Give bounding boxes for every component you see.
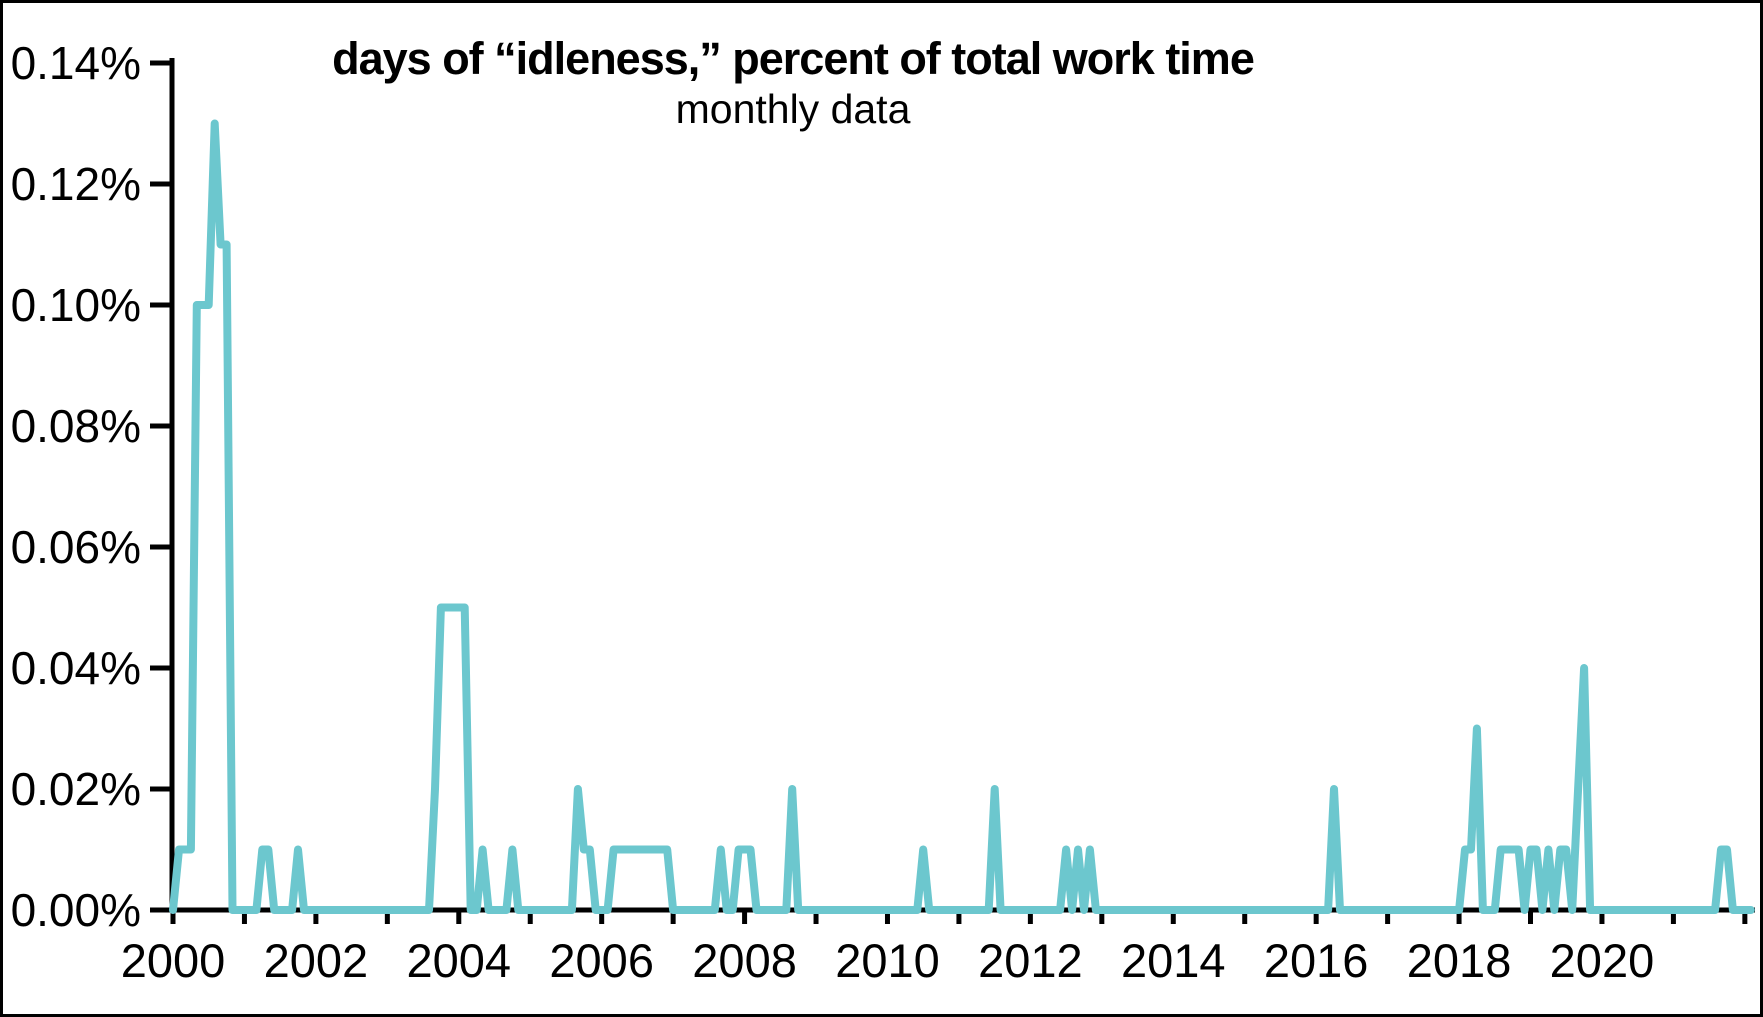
y-tick-label: 0.06% [11,521,141,573]
x-tick-label: 2000 [121,934,226,987]
x-tick-label: 2016 [1264,934,1369,987]
x-tick-label: 2018 [1407,934,1512,987]
x-tick-label: 2014 [1121,934,1226,987]
y-tick-label: 0.00% [11,884,141,936]
x-tick-label: 2012 [978,934,1083,987]
y-tick-label: 0.12% [11,158,141,210]
chart-title: days of “idleness,” percent of total wor… [332,33,1255,84]
x-tick-label: 2006 [549,934,654,987]
x-tick-label: 2020 [1550,934,1655,987]
y-tick-label: 0.04% [11,642,141,694]
x-tick-label: 2002 [264,934,369,987]
plot-area: 0.14% 0.12% 0.10% 0.08% 0.06% 0.04% 0.02% 0.00%… [11,37,1755,987]
y-tick-label: 0.14% [11,37,141,89]
x-tick-label: 2004 [407,934,512,987]
y-tick-label: 0.02% [11,763,141,815]
x-tick-label: 2008 [692,934,797,987]
y-tick-label: 0.10% [11,279,141,331]
y-tick-label: 0.08% [11,400,141,452]
chart-subtitle: monthly data [675,86,911,132]
x-tick-label: 2010 [835,934,940,987]
idleness-line-series [169,119,1755,914]
